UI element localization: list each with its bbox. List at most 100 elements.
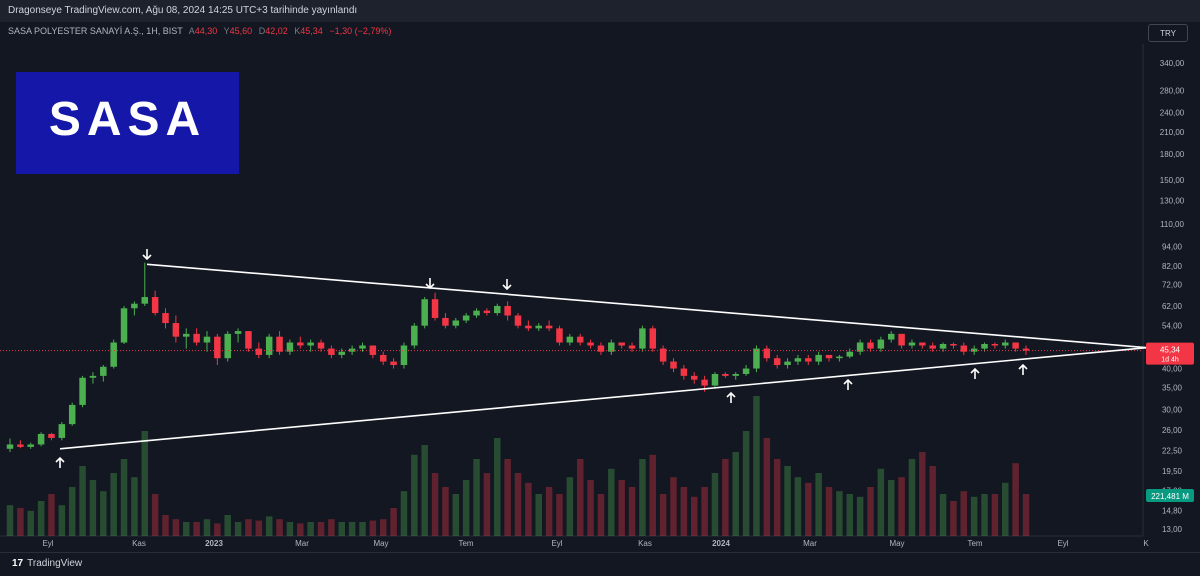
x-tick-label: Mar bbox=[803, 539, 817, 548]
y-tick-label: 94,00 bbox=[1162, 243, 1183, 252]
volume-bar bbox=[234, 522, 242, 536]
candle-body bbox=[120, 308, 128, 343]
volume-bar bbox=[649, 454, 657, 536]
symbol-name[interactable]: SASA POLYESTER SANAYİ A.Ş., 1H, BIST bbox=[8, 26, 183, 36]
close-label: K bbox=[294, 26, 301, 36]
volume-bar bbox=[473, 459, 480, 536]
volume-bar bbox=[141, 431, 149, 536]
upper-trendline bbox=[146, 263, 1148, 349]
candle-body bbox=[1012, 342, 1019, 349]
volume-bar bbox=[856, 496, 864, 536]
volume-bar bbox=[587, 480, 594, 536]
volume-bar bbox=[203, 519, 211, 536]
y-tick-label: 82,00 bbox=[1162, 262, 1183, 271]
candle-body bbox=[27, 444, 34, 447]
candle-body bbox=[597, 345, 605, 352]
volume-bar bbox=[48, 494, 55, 536]
volume-bar bbox=[100, 491, 107, 536]
candle-body bbox=[535, 325, 542, 329]
candle-body bbox=[110, 342, 117, 367]
currency-button[interactable]: TRY bbox=[1148, 24, 1188, 42]
volume-bar bbox=[815, 473, 822, 536]
volume-bar bbox=[131, 477, 138, 536]
volume-bar bbox=[991, 494, 999, 536]
countdown-label: 1d 4h bbox=[1161, 357, 1179, 364]
volume-bar bbox=[566, 477, 574, 536]
candle-body bbox=[390, 361, 397, 366]
candle-body bbox=[100, 366, 107, 376]
volume-bar bbox=[151, 494, 159, 536]
y-tick-label: 210,00 bbox=[1160, 128, 1185, 137]
volume-bar bbox=[960, 491, 968, 536]
volume-bar bbox=[784, 466, 791, 536]
candle-body bbox=[825, 354, 833, 359]
candle-body bbox=[379, 354, 387, 362]
volume-bar bbox=[411, 454, 418, 536]
candle-body bbox=[359, 345, 366, 349]
volume-bar bbox=[846, 494, 854, 536]
y-tick-label: 26,00 bbox=[1162, 426, 1183, 435]
volume-bar bbox=[877, 468, 885, 536]
x-tick-label: Tem bbox=[967, 539, 982, 548]
y-tick-label: 62,00 bbox=[1162, 302, 1183, 311]
candle-body bbox=[587, 342, 594, 346]
up-arrow-icon bbox=[726, 391, 736, 403]
volume-bar bbox=[939, 494, 947, 536]
volume-bar bbox=[245, 519, 252, 536]
volume-bar bbox=[58, 505, 66, 536]
candle-body bbox=[970, 348, 978, 352]
candle-body bbox=[452, 320, 460, 326]
y-tick-label: 40,00 bbox=[1162, 365, 1183, 374]
candle-body bbox=[48, 433, 55, 438]
price-chart[interactable]: 340,00 280,00 240,00 210,00 180,00 150,00 130,… bbox=[0, 0, 1200, 552]
y-tick-label: 22,50 bbox=[1162, 447, 1183, 456]
volume-bar bbox=[400, 491, 408, 536]
candle-body bbox=[141, 297, 149, 304]
footer-bar: 17 TradingView bbox=[0, 552, 1200, 576]
tradingview-brand[interactable]: 17 TradingView bbox=[12, 558, 82, 569]
volume-bar bbox=[442, 487, 449, 536]
down-arrow-icon bbox=[425, 278, 435, 290]
candle-body bbox=[960, 345, 968, 352]
y-tick-label: 54,00 bbox=[1162, 322, 1183, 331]
price-axis bbox=[1143, 44, 1200, 536]
candle-body bbox=[79, 377, 86, 405]
candle-body bbox=[722, 373, 729, 376]
candle-body bbox=[151, 297, 159, 314]
volume-bar bbox=[255, 520, 263, 536]
volume-bar bbox=[348, 522, 356, 536]
volume-bar bbox=[1022, 494, 1030, 536]
candle-body bbox=[286, 342, 294, 352]
candle-body bbox=[421, 299, 428, 326]
volume-bar bbox=[286, 522, 294, 536]
volume-bar bbox=[711, 473, 719, 536]
candle-body bbox=[670, 361, 677, 369]
volume-bar bbox=[867, 487, 874, 536]
lower-trendline bbox=[59, 346, 1148, 450]
volume-bar bbox=[193, 522, 200, 536]
down-arrow-icon bbox=[142, 249, 152, 261]
volume-bar bbox=[37, 501, 45, 536]
x-tick-label: 2023 bbox=[205, 539, 223, 548]
candle-body bbox=[545, 325, 553, 329]
symbol-legend: SASA POLYESTER SANAYİ A.Ş., 1H, BIST A44… bbox=[8, 26, 395, 36]
volume-bar bbox=[27, 510, 34, 536]
candle-body bbox=[234, 331, 242, 334]
volume-bar bbox=[701, 487, 708, 536]
candle-body bbox=[1002, 342, 1009, 346]
candle-body bbox=[805, 358, 812, 362]
volume-bar bbox=[462, 480, 470, 536]
candle-body bbox=[753, 348, 760, 369]
up-arrow-icon bbox=[843, 378, 853, 390]
volume-bar bbox=[317, 522, 325, 536]
y-tick-label: 19,50 bbox=[1162, 467, 1183, 476]
volume-bar bbox=[981, 494, 988, 536]
candle-body bbox=[815, 354, 822, 362]
low-label: D bbox=[258, 26, 266, 36]
candle-body bbox=[618, 342, 625, 346]
candle-body bbox=[556, 328, 563, 343]
volume-bar bbox=[628, 487, 636, 536]
volume-bar bbox=[514, 473, 522, 536]
candle-body bbox=[701, 379, 708, 386]
high-value: 45,60 bbox=[229, 26, 253, 36]
